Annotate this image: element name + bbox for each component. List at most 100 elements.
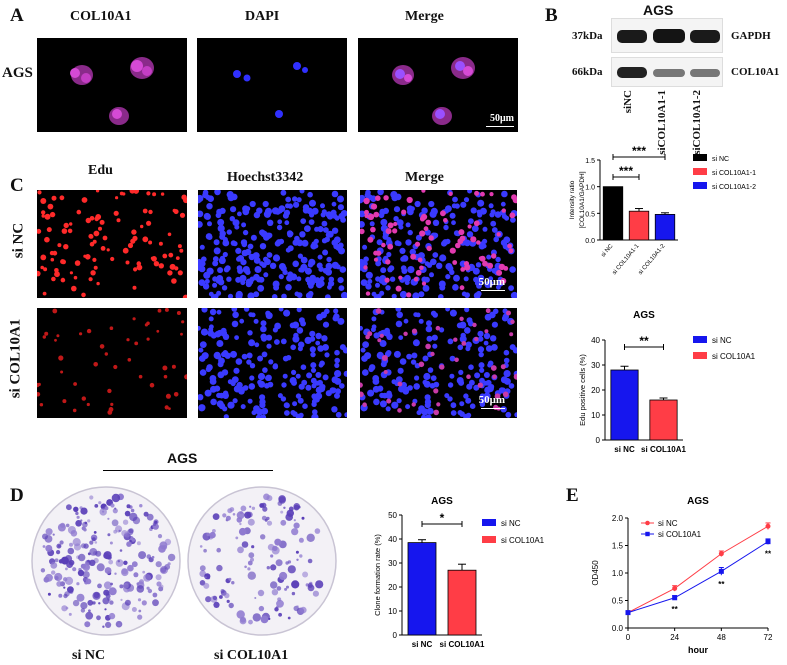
cell-nucleus xyxy=(343,370,347,377)
colony xyxy=(110,503,115,508)
cell-nucleus xyxy=(493,236,499,243)
cell-nucleus xyxy=(426,407,434,415)
cell-nucleus xyxy=(487,360,494,367)
cell-nucleus xyxy=(63,244,69,250)
colony xyxy=(104,506,109,511)
cell-nucleus xyxy=(250,234,257,241)
cell-nucleus xyxy=(483,332,491,340)
colony xyxy=(42,545,46,548)
cell-nucleus xyxy=(239,274,247,282)
cell-nucleus xyxy=(364,209,369,215)
cell-nucleus xyxy=(217,267,224,274)
cell-nucleus xyxy=(466,231,474,238)
cell-nucleus xyxy=(216,340,224,347)
cell-nucleus xyxy=(365,271,373,279)
cell-nucleus xyxy=(360,347,366,353)
cell-nucleus xyxy=(424,402,431,409)
colony xyxy=(83,543,89,549)
cell-nucleus xyxy=(391,379,397,385)
cell-nucleus xyxy=(506,310,511,316)
colony xyxy=(126,542,131,547)
colony xyxy=(115,525,123,533)
cell-nucleus xyxy=(253,273,260,281)
cell-nucleus xyxy=(375,250,382,256)
cell-nucleus xyxy=(473,220,480,227)
cell-nucleus xyxy=(74,260,81,266)
cell-nucleus xyxy=(391,293,397,299)
cell-nucleus xyxy=(81,292,86,298)
colony xyxy=(65,523,70,528)
series-line xyxy=(627,541,769,614)
cell-nucleus xyxy=(325,262,333,270)
cell-nucleus xyxy=(443,218,448,223)
cell-nucleus xyxy=(373,211,380,218)
colony xyxy=(75,520,82,527)
cell-nucleus xyxy=(393,206,401,213)
colony xyxy=(78,553,86,562)
cell-nucleus xyxy=(389,276,396,282)
cell-nucleus xyxy=(207,330,214,337)
cell-nucleus xyxy=(126,338,130,342)
colony xyxy=(89,540,94,545)
cell-nucleus xyxy=(414,375,420,381)
cell-nucleus xyxy=(439,284,446,291)
cell-nucleus xyxy=(107,388,112,394)
cell-nucleus xyxy=(167,270,173,276)
cell-nucleus xyxy=(56,334,60,338)
cell-nucleus xyxy=(486,280,494,287)
cell-nucleus xyxy=(500,239,508,246)
cell-nucleus xyxy=(308,219,315,225)
cell-nucleus xyxy=(417,252,425,260)
cell-nucleus xyxy=(453,274,460,282)
y-axis-label: Edu positive cells (%) xyxy=(578,354,587,426)
cell-nucleus xyxy=(424,394,431,401)
colony xyxy=(136,585,145,593)
cell-nucleus xyxy=(334,357,340,364)
colony xyxy=(247,571,256,580)
cell-nucleus xyxy=(502,391,509,398)
cell-nucleus xyxy=(430,375,437,381)
colony xyxy=(286,585,289,589)
cell-nucleus xyxy=(284,410,290,416)
colony xyxy=(299,554,303,558)
cell-nucleus xyxy=(470,207,477,214)
cell-nucleus xyxy=(416,410,422,416)
cell-nucleus xyxy=(292,321,300,329)
blot-protein-gapdh: GAPDH xyxy=(731,30,771,42)
cell-nucleus xyxy=(377,188,384,196)
colony xyxy=(136,582,140,586)
cell-nucleus xyxy=(140,224,144,229)
cell-nucleus xyxy=(54,268,59,273)
cell-nucleus xyxy=(440,210,446,217)
colony xyxy=(220,589,225,594)
cell-nucleus xyxy=(260,230,268,238)
cell-nucleus xyxy=(291,369,297,375)
colony xyxy=(80,608,86,613)
cell-nucleus xyxy=(290,410,296,416)
cell-nucleus xyxy=(403,274,411,282)
colony xyxy=(110,582,113,586)
cell-nucleus xyxy=(307,290,314,297)
colony xyxy=(72,599,80,607)
colony xyxy=(58,593,63,598)
cell-nucleus xyxy=(396,241,402,247)
cell-nucleus xyxy=(236,381,243,389)
cell-nucleus xyxy=(113,210,119,216)
cell-nucleus xyxy=(450,402,457,409)
colony xyxy=(63,586,66,589)
cell-nucleus xyxy=(298,383,305,390)
cell-nucleus xyxy=(425,325,433,333)
cell-nucleus xyxy=(319,360,325,367)
colony xyxy=(216,564,223,572)
cell-nucleus xyxy=(133,267,138,272)
cell-nucleus xyxy=(370,203,378,210)
cell-nucleus xyxy=(177,244,182,249)
cell-nucleus xyxy=(180,332,183,336)
colony xyxy=(279,571,288,581)
cell-nucleus xyxy=(311,383,317,389)
y-axis-label: [COL10A1/GAPDH] xyxy=(579,171,586,228)
colony xyxy=(199,545,203,548)
colony xyxy=(212,513,220,520)
cell-nucleus xyxy=(478,351,484,358)
cell-nucleus xyxy=(445,274,451,280)
